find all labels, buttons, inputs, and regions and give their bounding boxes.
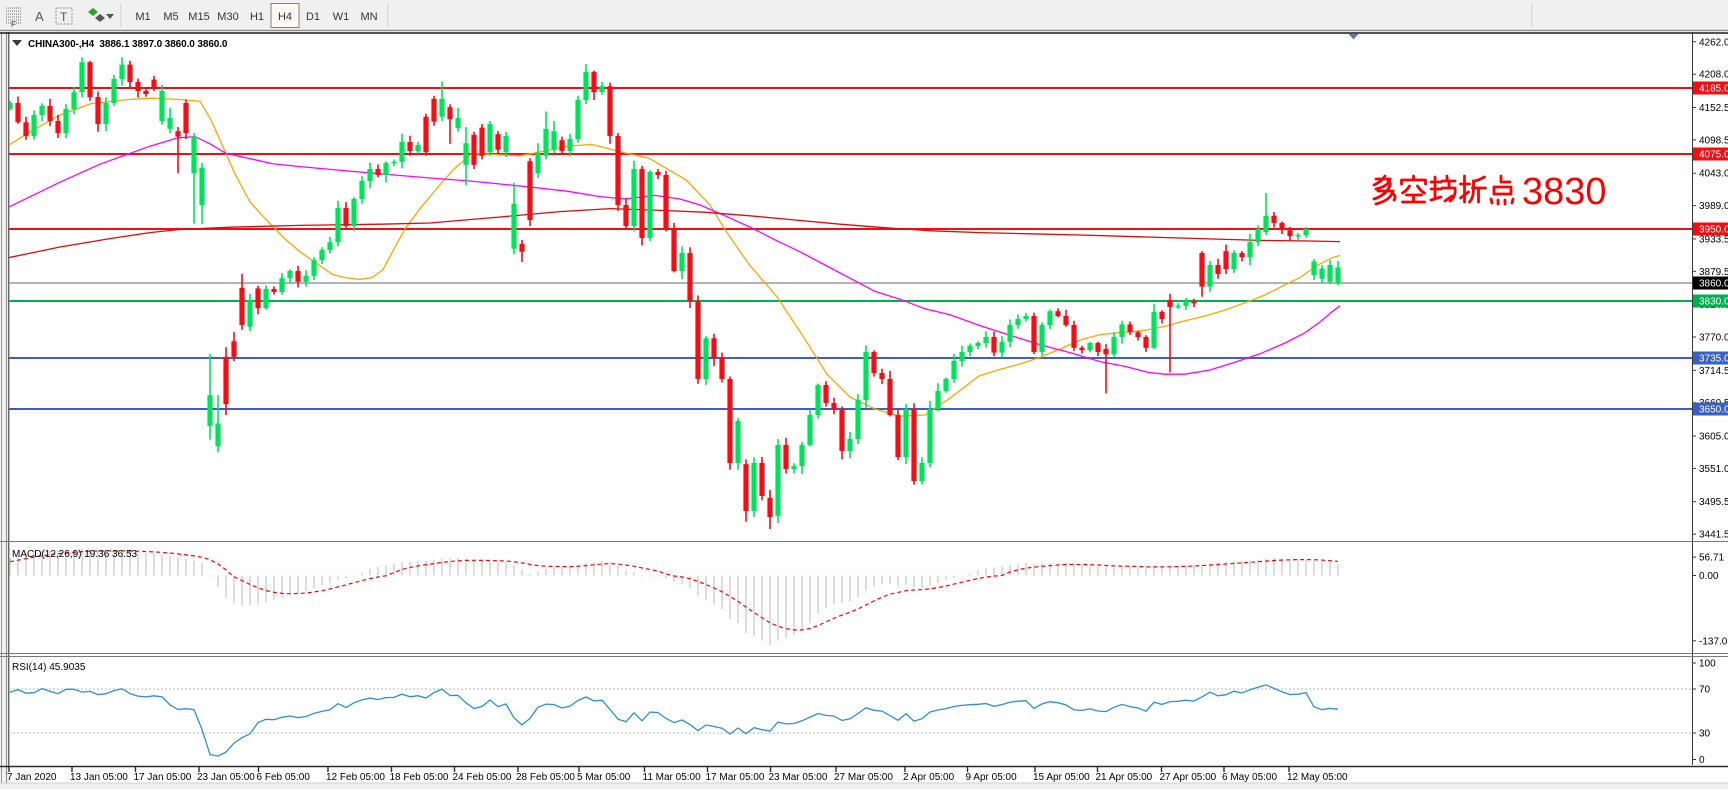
svg-text:17 Mar 05:00: 17 Mar 05:00 <box>706 772 765 783</box>
svg-text:4208.0: 4208.0 <box>1699 70 1728 81</box>
svg-text:3714.5: 3714.5 <box>1699 366 1728 377</box>
svg-text:21 Apr 05:00: 21 Apr 05:00 <box>1096 772 1153 783</box>
svg-text:24 Feb 05:00: 24 Feb 05:00 <box>453 772 512 783</box>
svg-text:F: F <box>11 20 16 29</box>
svg-text:15 Apr 05:00: 15 Apr 05:00 <box>1033 772 1090 783</box>
svg-text:0: 0 <box>1699 755 1705 766</box>
svg-text:M15: M15 <box>188 11 209 23</box>
svg-text:4262.0: 4262.0 <box>1699 37 1728 48</box>
svg-text:18 Feb 05:00: 18 Feb 05:00 <box>390 772 449 783</box>
svg-text:11 Mar 05:00: 11 Mar 05:00 <box>643 772 702 783</box>
svg-text:28 Feb 05:00: 28 Feb 05:00 <box>516 772 575 783</box>
svg-text:RSI(14) 45.9035: RSI(14) 45.9035 <box>12 662 86 673</box>
svg-text:MACD(12,26,9) 19.36 36.53: MACD(12,26,9) 19.36 36.53 <box>12 549 138 560</box>
svg-text:23 Mar 05:00: 23 Mar 05:00 <box>769 772 828 783</box>
svg-text:H1: H1 <box>250 11 264 23</box>
svg-text:6 Feb 05:00: 6 Feb 05:00 <box>257 772 311 783</box>
svg-text:7 Jan 2020: 7 Jan 2020 <box>7 772 57 783</box>
svg-text:M1: M1 <box>135 11 150 23</box>
svg-text:3495.5: 3495.5 <box>1699 497 1728 508</box>
svg-text:13 Jan 05:00: 13 Jan 05:00 <box>70 772 128 783</box>
svg-text:27 Apr 05:00: 27 Apr 05:00 <box>1160 772 1217 783</box>
svg-text:3830.0: 3830.0 <box>1699 297 1728 308</box>
svg-text:23 Jan 05:00: 23 Jan 05:00 <box>197 772 255 783</box>
svg-text:3989.0: 3989.0 <box>1699 201 1728 212</box>
svg-text:0.00: 0.00 <box>1699 571 1719 582</box>
svg-text:70: 70 <box>1699 685 1711 696</box>
svg-text:5 Mar 05:00: 5 Mar 05:00 <box>577 772 631 783</box>
svg-text:3551.0: 3551.0 <box>1699 464 1728 475</box>
svg-text:-137.01: -137.01 <box>1699 636 1728 647</box>
svg-text:56.71: 56.71 <box>1699 553 1724 564</box>
svg-text:30: 30 <box>1699 729 1711 740</box>
svg-text:9 Apr 05:00: 9 Apr 05:00 <box>966 772 1018 783</box>
svg-text:17 Jan 05:00: 17 Jan 05:00 <box>134 772 192 783</box>
svg-text:4185.0: 4185.0 <box>1699 84 1728 95</box>
svg-text:4152.5: 4152.5 <box>1699 103 1728 114</box>
svg-text:3650.0: 3650.0 <box>1699 405 1728 416</box>
svg-text:CHINA300-,H4 3886.1 3897.0 38: CHINA300-,H4 3886.1 3897.0 3860.0 3860.0 <box>28 39 228 50</box>
svg-text:4043.0: 4043.0 <box>1699 169 1728 180</box>
svg-text:3605.0: 3605.0 <box>1699 432 1728 443</box>
svg-text:W1: W1 <box>333 11 350 23</box>
svg-text:D1: D1 <box>306 11 320 23</box>
svg-text:12 Feb 05:00: 12 Feb 05:00 <box>326 772 385 783</box>
svg-text:A: A <box>35 9 44 24</box>
svg-text:3441.5: 3441.5 <box>1699 530 1728 541</box>
svg-text:100: 100 <box>1699 659 1716 670</box>
svg-text:27 Mar 05:00: 27 Mar 05:00 <box>834 772 893 783</box>
svg-text:T: T <box>60 10 68 24</box>
svg-text:3950.0: 3950.0 <box>1699 225 1728 236</box>
svg-text:3770.0: 3770.0 <box>1699 333 1728 344</box>
svg-text:3860.0: 3860.0 <box>1699 279 1728 290</box>
svg-text:4075.0: 4075.0 <box>1699 150 1728 161</box>
svg-text:3830: 3830 <box>1522 171 1607 213</box>
svg-text:3735.0: 3735.0 <box>1699 354 1728 365</box>
svg-text:MN: MN <box>360 11 377 23</box>
svg-text:4098.5: 4098.5 <box>1699 135 1728 146</box>
svg-text:3933.5: 3933.5 <box>1699 234 1728 245</box>
svg-text:2 Apr 05:00: 2 Apr 05:00 <box>903 772 955 783</box>
svg-text:M30: M30 <box>217 11 238 23</box>
svg-text:H4: H4 <box>278 11 292 23</box>
svg-text:M5: M5 <box>163 11 178 23</box>
svg-text:6 May 05:00: 6 May 05:00 <box>1222 772 1277 783</box>
svg-text:12 May 05:00: 12 May 05:00 <box>1287 772 1348 783</box>
svg-text:3879.5: 3879.5 <box>1699 267 1728 278</box>
